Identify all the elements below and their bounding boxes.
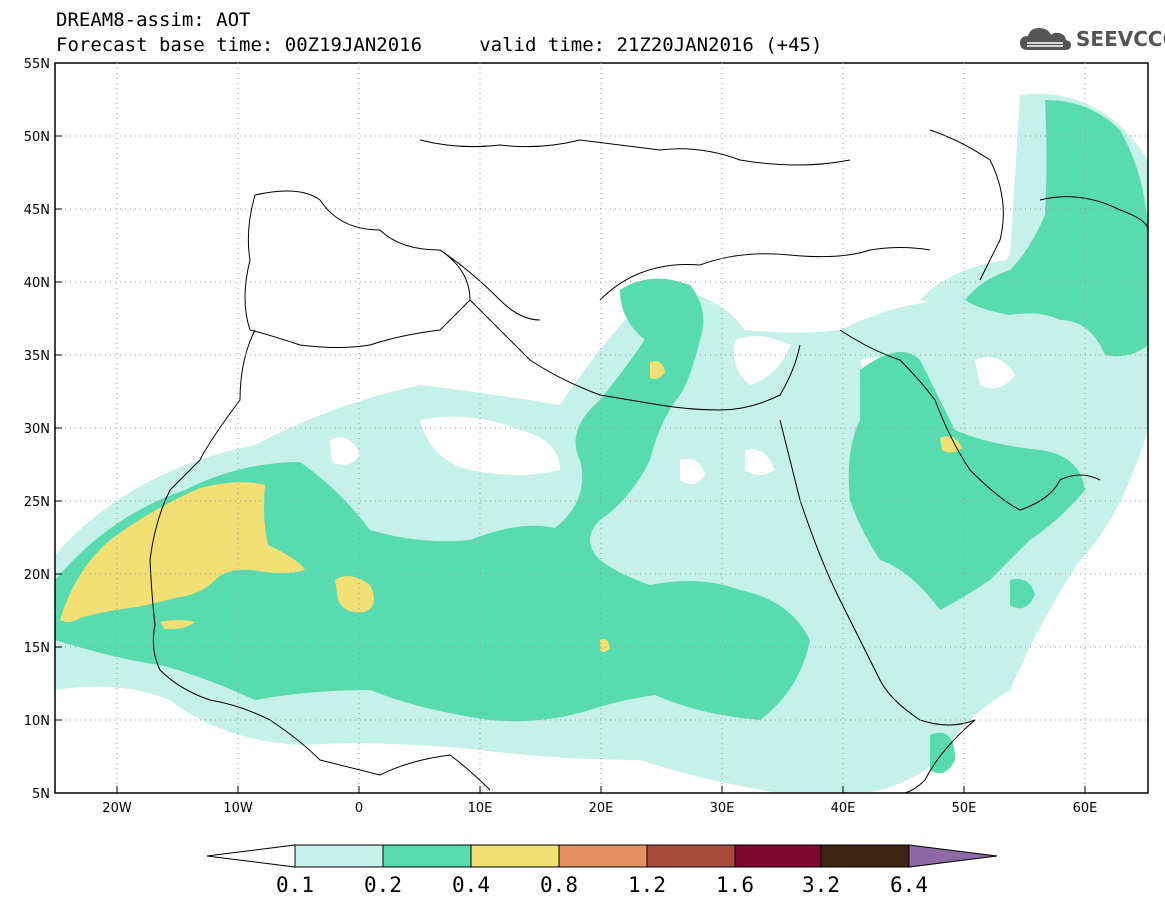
colorbar-bin [646,844,736,868]
lat-label: 55N [24,57,50,72]
graticule [55,63,1148,793]
lat-label: 45N [24,203,50,218]
lat-label: 10N [24,714,50,729]
lon-label: 50E [952,801,977,816]
colorbar-bin [734,844,822,868]
lon-label: 10W [223,801,253,816]
colorbar-label: 0.4 [452,873,490,897]
colorbar-labels: 0.1 0.2 0.4 0.8 1.2 1.6 3.2 6.4 [276,873,928,897]
colorbar-overflow-arrow [908,844,998,868]
longitude-labels: 20W 10W 0 10E 20E 30E 40E 50E 60E [102,801,1097,816]
lat-label: 5N [32,787,50,802]
colorbar-bin [294,844,384,868]
lon-label: 40E [831,801,856,816]
colorbar-label: 3.2 [802,873,840,897]
lat-label: 50N [24,130,50,145]
colorbar-bin [558,844,648,868]
lat-label: 20N [24,568,50,583]
cloud-logo-icon [1020,28,1071,50]
latitude-labels: 55N 50N 45N 40N 35N 30N 25N 20N 15N 10N … [24,57,50,802]
lon-label: 10E [468,801,493,816]
colorbar-label: 1.2 [628,873,666,897]
colorbar-bin [820,844,910,868]
seevccc-logo: SEEVCCC [1018,22,1165,56]
lat-label: 30N [24,422,50,437]
lat-label: 25N [24,495,50,510]
lat-label: 15N [24,641,50,656]
lat-label: 35N [24,349,50,364]
aot-class-0.4 [60,361,962,653]
colorbar-bin [470,844,560,868]
map-title: DREAM8-assim: AOT [56,9,251,31]
colorbar-label: 0.8 [540,873,578,897]
colorbar [206,844,998,868]
aot-class-0.2 [55,100,1148,774]
colorbar-label: 6.4 [890,873,928,897]
forecast-times: Forecast base time: 00Z19JAN2016 valid t… [56,34,823,56]
colorbar-label: 1.6 [716,873,754,897]
colorbar-label: 0.2 [364,873,402,897]
logo-text: SEEVCCC [1076,27,1165,51]
lon-label: 30E [710,801,735,816]
axis-ticks [55,62,1086,793]
colorbar-underflow-arrow [206,844,296,868]
lat-label: 40N [24,276,50,291]
lon-label: 0 [355,801,363,816]
lon-label: 20W [102,801,132,816]
lon-label: 60E [1073,801,1098,816]
colorbar-label: 0.1 [276,873,314,897]
lon-label: 20E [589,801,614,816]
colorbar-bin [382,844,472,868]
